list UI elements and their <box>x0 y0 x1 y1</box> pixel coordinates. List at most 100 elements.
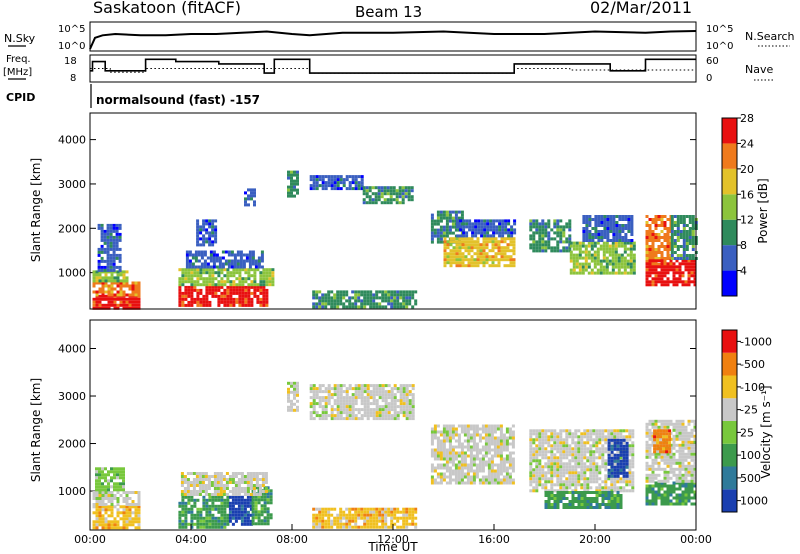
velocity-echo-cell <box>439 475 443 479</box>
power-echo-cell <box>532 234 536 238</box>
power-echo-cell <box>103 241 107 245</box>
power-echo-cell <box>590 253 594 257</box>
power-echo-cell <box>363 299 367 303</box>
velocity-echo-cell <box>321 396 325 400</box>
power-echo-cell <box>401 201 405 205</box>
power-colorbar-swatch <box>722 168 737 195</box>
velocity-echo-cell <box>134 517 138 521</box>
power-echo-cell <box>578 241 582 245</box>
power-echo-cell <box>393 299 397 303</box>
power-echo-cell <box>381 296 385 300</box>
velocity-echo-cell <box>137 511 141 515</box>
velocity-echo-cell <box>369 525 373 529</box>
velocity-echo-cell <box>128 508 132 512</box>
velocity-echo-cell <box>577 494 581 497</box>
power-echo-cell <box>512 264 516 268</box>
power-echo-cell <box>205 271 209 275</box>
velocity-echo-cell <box>511 451 515 455</box>
velocity-echo-cell <box>553 444 557 448</box>
power-echo-cell <box>178 280 182 284</box>
velocity-echo-cell <box>442 475 446 479</box>
power-echo-cell <box>199 277 203 281</box>
velocity-echo-cell <box>339 390 343 394</box>
velocity-echo-cell <box>228 513 232 517</box>
velocity-echo-cell <box>260 495 264 499</box>
power-echo-cell <box>672 280 676 284</box>
velocity-echo-cell <box>207 481 211 484</box>
power-echo-cell <box>597 224 601 227</box>
velocity-echo-cell <box>535 483 539 487</box>
power-echo-cell <box>666 239 670 242</box>
power-echo-cell <box>188 259 192 263</box>
velocity-echo-cell <box>556 459 560 463</box>
power-echo-cell <box>675 283 679 287</box>
velocity-echo-cell <box>240 507 244 511</box>
velocity-echo-cell <box>571 471 575 475</box>
velocity-echo-cell <box>396 417 400 421</box>
power-echo-cell <box>214 294 218 298</box>
power-echo-cell <box>623 241 627 245</box>
velocity-echo-cell <box>228 504 232 508</box>
velocity-echo-cell <box>95 497 99 500</box>
power-echo-cell <box>503 258 507 262</box>
power-echo-cell <box>215 265 219 269</box>
power-echo-cell <box>660 236 664 239</box>
velocity-echo-cell <box>205 516 209 520</box>
power-echo-cell <box>103 235 107 239</box>
power-echo-cell <box>211 240 215 244</box>
velocity-echo-cell <box>369 411 373 415</box>
velocity-echo-cell <box>544 500 548 503</box>
velocity-echo-cell <box>550 453 554 457</box>
velocity-echo-cell <box>408 399 412 403</box>
velocity-echo-cell <box>460 460 464 464</box>
velocity-echo-cell <box>201 478 205 481</box>
power-echo-cell <box>293 182 296 186</box>
power-echo-cell <box>464 243 468 247</box>
velocity-echo-cell <box>565 453 569 457</box>
velocity-echo-cell <box>604 489 608 493</box>
power-echo-cell <box>691 248 695 251</box>
velocity-echo-cell <box>490 481 494 485</box>
freq-tick-top: 18 <box>64 56 77 67</box>
velocity-echo-cell <box>190 495 194 499</box>
power-echo-cell <box>648 245 652 248</box>
power-echo-cell <box>594 227 598 230</box>
velocity-echo-cell <box>333 522 337 526</box>
velocity-echo-cell <box>363 510 367 514</box>
velocity-echo-cell <box>237 504 241 508</box>
velocity-echo-cell <box>448 436 452 440</box>
power-echo-cell <box>410 189 414 193</box>
power-echo-cell <box>612 218 616 221</box>
power-echo-cell <box>392 186 396 190</box>
power-echo-cell <box>439 210 443 214</box>
velocity-echo-cell <box>137 526 141 530</box>
velocity-echo-cell <box>616 486 620 490</box>
power-echo-cell <box>507 231 511 235</box>
power-echo-cell <box>97 253 101 257</box>
power-echo-cell <box>251 253 255 257</box>
velocity-echo-cell <box>263 495 267 499</box>
power-echo-cell <box>488 249 492 253</box>
power-echo-cell <box>312 290 316 294</box>
velocity-echo-cell <box>336 396 340 400</box>
velocity-echo-cell <box>405 516 409 520</box>
velocity-echo-cell <box>324 522 328 526</box>
velocity-echo-cell <box>487 433 491 437</box>
power-echo-cell <box>247 271 251 275</box>
power-echo-cell <box>244 285 248 289</box>
power-echo-cell <box>602 250 606 254</box>
velocity-echo-cell <box>601 465 605 469</box>
power-echo-cell <box>95 273 99 277</box>
velocity-echo-cell <box>216 472 220 475</box>
velocity-echo-cell <box>186 481 190 484</box>
velocity-echo-cell <box>324 513 328 517</box>
power-echo-cell <box>244 280 248 284</box>
power-echo-cell <box>449 249 453 253</box>
velocity-echo-cell <box>231 522 235 526</box>
power-echo-cell <box>327 293 331 297</box>
power-echo-cell <box>178 294 182 298</box>
power-echo-cell <box>363 293 367 297</box>
velocity-echo-cell <box>345 414 349 418</box>
velocity-echo-cell <box>116 488 119 492</box>
power-echo-cell <box>660 218 664 221</box>
